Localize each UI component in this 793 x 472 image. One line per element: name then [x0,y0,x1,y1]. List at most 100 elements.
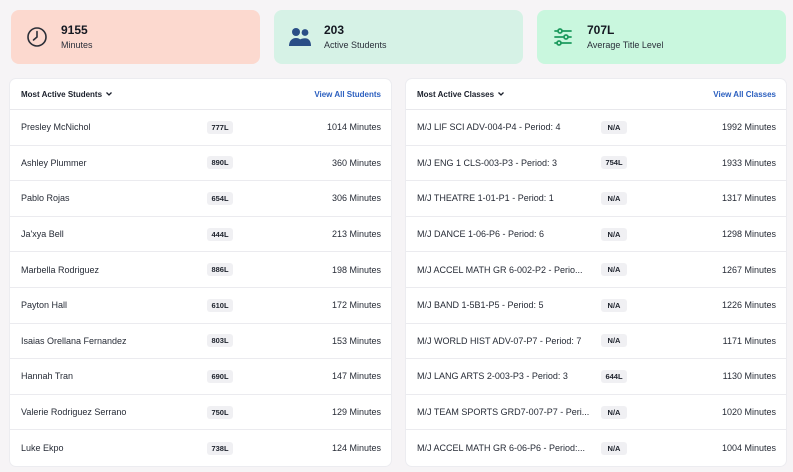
row-minutes: 1014 Minutes [326,122,381,133]
panel-header: Most Active Students View All Students [10,79,391,110]
level-badge: 610L [207,298,233,312]
row-name: Payton Hall [21,300,68,311]
class-row[interactable]: M/J TEAM SPORTS GRD7-007-P7 - Peri... N/A… [406,395,786,431]
level-badge: 750L [207,405,233,419]
student-row[interactable]: Presley McNichol 777L 1014 Minutes [10,110,391,146]
row-minutes: 1130 Minutes [722,371,776,382]
row-name: Isaias Orellana Fernandez [21,335,127,346]
class-row[interactable]: M/J LANG ARTS 2-003-P3 - Period: 3 644L 11… [406,359,786,395]
stat-value: 203 [324,23,345,37]
row-minutes: 1317 Minutes [721,193,776,204]
row-minutes: 213 Minutes [331,229,381,240]
view-all-classes-link[interactable]: View All Classes [713,89,776,99]
stat-label: Average Title Level [587,40,664,50]
row-name: Ashley Plummer [21,157,87,168]
class-row[interactable]: M/J THEATRE 1-01-P1 - Period: 1 N/A 1317 M… [406,181,786,217]
level-badge: N/A [601,441,627,455]
student-row[interactable]: Hannah Tran 690L 147 Minutes [10,359,391,395]
row-name: M/J LIF SCI ADV-004-P4 - Period: 4 [417,122,561,133]
row-name: Marbella Rodriguez [21,264,100,275]
row-minutes: 1992 Minutes [721,122,776,133]
level-badge: N/A [601,263,627,277]
student-row[interactable]: Ja'xya Bell 444L 213 Minutes [10,217,391,253]
student-row[interactable]: Isaias Orellana Fernandez 803L 153 Minutes [10,324,391,360]
row-name: M/J DANCE 1-06-P6 - Period: 6 [417,229,545,240]
row-name: Valerie Rodriguez Serrano [21,407,127,418]
chevron-down-icon [498,92,505,96]
sliders-icon [551,25,575,49]
stat-card-active-students: 203 Active Students [274,10,523,64]
row-name: Pablo Rojas [21,193,70,204]
stat-label: Active Students [324,40,387,50]
row-name: M/J LANG ARTS 2-003-P3 - Period: 3 [417,371,568,382]
row-minutes: 129 Minutes [331,407,381,418]
view-all-students-link[interactable]: View All Students [314,89,381,99]
student-row[interactable]: Pablo Rojas 654L 306 Minutes [10,181,391,217]
students-list: Presley McNichol 777L 1014 Minutes Ashley P… [10,110,391,466]
level-badge: N/A [601,405,627,419]
classes-list: M/J LIF SCI ADV-004-P4 - Period: 4 N/A 199… [406,110,786,466]
row-minutes: 153 Minutes [331,335,381,346]
row-name: Ja'xya Bell [21,229,64,240]
row-minutes: 124 Minutes [331,443,381,454]
row-name: Presley McNichol [21,122,91,133]
level-badge: 644L [601,369,627,383]
level-badge: 654L [207,191,233,205]
class-row[interactable]: M/J DANCE 1-06-P6 - Period: 6 N/A 1298 Min… [406,217,786,253]
level-badge: 777L [207,120,233,134]
student-row[interactable]: Payton Hall 610L 172 Minutes [10,288,391,324]
student-row[interactable]: Ashley Plummer 890L 360 Minutes [10,146,391,182]
level-badge: N/A [601,298,627,312]
row-minutes: 360 Minutes [331,157,381,168]
chevron-down-icon [106,92,113,96]
row-minutes: 147 Minutes [331,371,381,382]
stat-card-average-title-level: 707L Average Title Level [537,10,786,64]
level-badge: 886L [207,263,233,277]
row-name: M/J WORLD HIST ADV-07-P7 - Period: 7 [417,335,582,346]
level-badge: N/A [601,227,627,241]
row-name: M/J ACCEL MATH GR 6-002-P2 - Perio... [417,264,583,275]
classes-sort-dropdown[interactable]: Most Active Classes [417,90,505,99]
row-minutes: 172 Minutes [331,300,381,311]
panel-title: Most Active Students [21,89,103,99]
class-row[interactable]: M/J ENG 1 CLS-003-P3 - Period: 3 754L 1933… [406,146,786,182]
panel-title: Most Active Classes [417,89,495,99]
most-active-students-panel: Most Active Students View All Students P… [10,79,391,466]
level-badge: 890L [207,156,233,170]
student-row[interactable]: Luke Ekpo 738L 124 Minutes [10,430,391,466]
row-name: M/J THEATRE 1-01-P1 - Period: 1 [417,193,554,204]
row-minutes: 306 Minutes [331,193,381,204]
class-row[interactable]: M/J BAND 1-5B1-P5 - Period: 5 N/A 1226 Min… [406,288,786,324]
row-minutes: 1171 Minutes [722,335,776,346]
student-row[interactable]: Marbella Rodriguez 886L 198 Minutes [10,252,391,288]
class-row[interactable]: M/J ACCEL MATH GR 6-06-P6 - Period:... N/… [406,430,786,466]
row-name: M/J TEAM SPORTS GRD7-007-P7 - Peri... [417,407,590,418]
level-badge: N/A [601,334,627,348]
stat-value: 9155 [61,23,88,37]
level-badge: 690L [207,369,233,383]
panel-header: Most Active Classes View All Classes [406,79,786,110]
row-name: Luke Ekpo [21,443,64,454]
stats-bar: 9155 Minutes 203 Active Students 707L Av… [11,10,787,64]
level-badge: 444L [207,227,233,241]
stat-card-minutes: 9155 Minutes [11,10,260,64]
row-minutes: 1020 Minutes [721,407,776,418]
row-minutes: 1004 Minutes [721,443,776,454]
class-row[interactable]: M/J WORLD HIST ADV-07-P7 - Period: 7 N/A 1… [406,324,786,360]
clock-icon [25,25,49,49]
row-name: M/J BAND 1-5B1-P5 - Period: 5 [417,300,544,311]
row-name: M/J ENG 1 CLS-003-P3 - Period: 3 [417,157,558,168]
level-badge: 803L [207,334,233,348]
row-minutes: 1226 Minutes [721,300,776,311]
row-minutes: 198 Minutes [331,264,381,275]
class-row[interactable]: M/J LIF SCI ADV-004-P4 - Period: 4 N/A 199… [406,110,786,146]
level-badge: 738L [207,441,233,455]
stat-value: 707L [587,23,615,37]
student-row[interactable]: Valerie Rodriguez Serrano 750L 129 Minutes [10,395,391,431]
class-row[interactable]: M/J ACCEL MATH GR 6-002-P2 - Perio... N/A… [406,252,786,288]
students-sort-dropdown[interactable]: Most Active Students [21,90,113,99]
level-badge: N/A [601,120,627,134]
row-name: M/J ACCEL MATH GR 6-06-P6 - Period:... [417,443,586,454]
row-minutes: 1298 Minutes [721,229,776,240]
most-active-classes-panel: Most Active Classes View All Classes M/J… [406,79,786,466]
